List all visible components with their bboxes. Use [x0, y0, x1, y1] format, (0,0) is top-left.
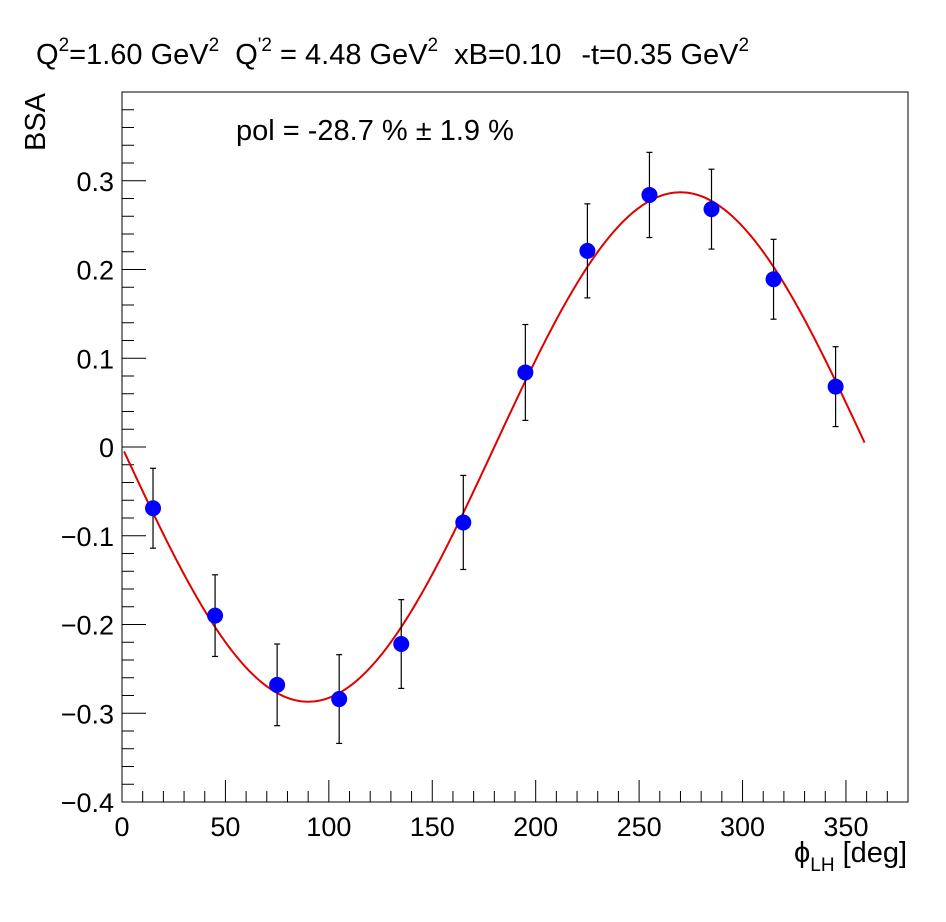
- data-point: [641, 186, 658, 203]
- title-t-value: -t=0.35 GeV: [581, 39, 739, 71]
- data-point: [579, 242, 596, 259]
- x-tick-label: 200: [513, 812, 558, 842]
- y-tick-label: 0.2: [76, 256, 114, 286]
- chart-title: Q2=1.60 GeV2 Q'2 = 4.48 GeV2 xB=0.10 -t=0.3…: [36, 35, 749, 71]
- data-point: [703, 201, 720, 218]
- x-ticks: [121, 780, 909, 802]
- title-qp2-unit-sup: 2: [428, 35, 439, 56]
- data-point: [269, 676, 286, 693]
- fit-curve: [123, 191, 866, 703]
- plot-frame: [121, 91, 909, 803]
- x-tick-label: 0: [114, 812, 129, 842]
- data-point: [827, 378, 844, 395]
- x-tick-labels: 0 50 100 150 200 250 300 350: [114, 812, 868, 842]
- y-tick-label: 0.3: [76, 167, 114, 197]
- title-qp2-value: = 4.48 GeV: [272, 39, 428, 71]
- title-qp2-base: Q: [235, 39, 258, 71]
- data-point: [455, 514, 472, 531]
- y-tick-label: 0: [99, 433, 114, 463]
- pol-annotation: pol = -28.7 % ± 1.9 %: [236, 115, 514, 147]
- data-point: [331, 691, 348, 708]
- y-ticks: [122, 91, 146, 803]
- title-q2-unit-sup: 2: [209, 35, 220, 56]
- data-point: [393, 636, 410, 653]
- x-tick-label: 350: [823, 812, 868, 842]
- x-tick-label: 300: [720, 812, 765, 842]
- data-point: [207, 607, 224, 624]
- data-point: [145, 500, 162, 517]
- x-axis-label-symbol: ϕ: [794, 837, 810, 869]
- data-point: [517, 364, 534, 381]
- x-tick-label: 100: [306, 812, 351, 842]
- title-xb: xB=0.10: [454, 39, 561, 71]
- title-qp2-sup: '2: [258, 35, 272, 56]
- x-tick-label: 50: [210, 812, 240, 842]
- y-tick-label: −0.4: [61, 788, 114, 818]
- title-q2-sup: 2: [59, 35, 70, 56]
- data-points: [145, 186, 844, 708]
- x-tick-label: 150: [410, 812, 455, 842]
- title-q2-base: Q: [36, 39, 59, 71]
- x-tick-label: 250: [617, 812, 662, 842]
- x-axis-label-unit: [deg]: [835, 837, 908, 869]
- y-tick-label: −0.2: [61, 611, 114, 641]
- x-axis-label: ϕLH [deg]: [794, 837, 907, 876]
- title-t-unit-sup: 2: [739, 35, 750, 56]
- y-axis-label: BSA: [20, 92, 52, 151]
- y-tick-label: −0.1: [61, 522, 114, 552]
- title-q2-value: =1.60 GeV: [69, 39, 209, 71]
- y-tick-labels: −0.4 −0.3 −0.2 −0.1 0 0.1 0.2 0.3: [61, 167, 114, 818]
- y-tick-label: −0.3: [61, 699, 114, 729]
- x-axis-label-subscript: LH: [810, 855, 834, 876]
- data-point: [765, 271, 782, 288]
- y-tick-label: 0.1: [76, 344, 114, 374]
